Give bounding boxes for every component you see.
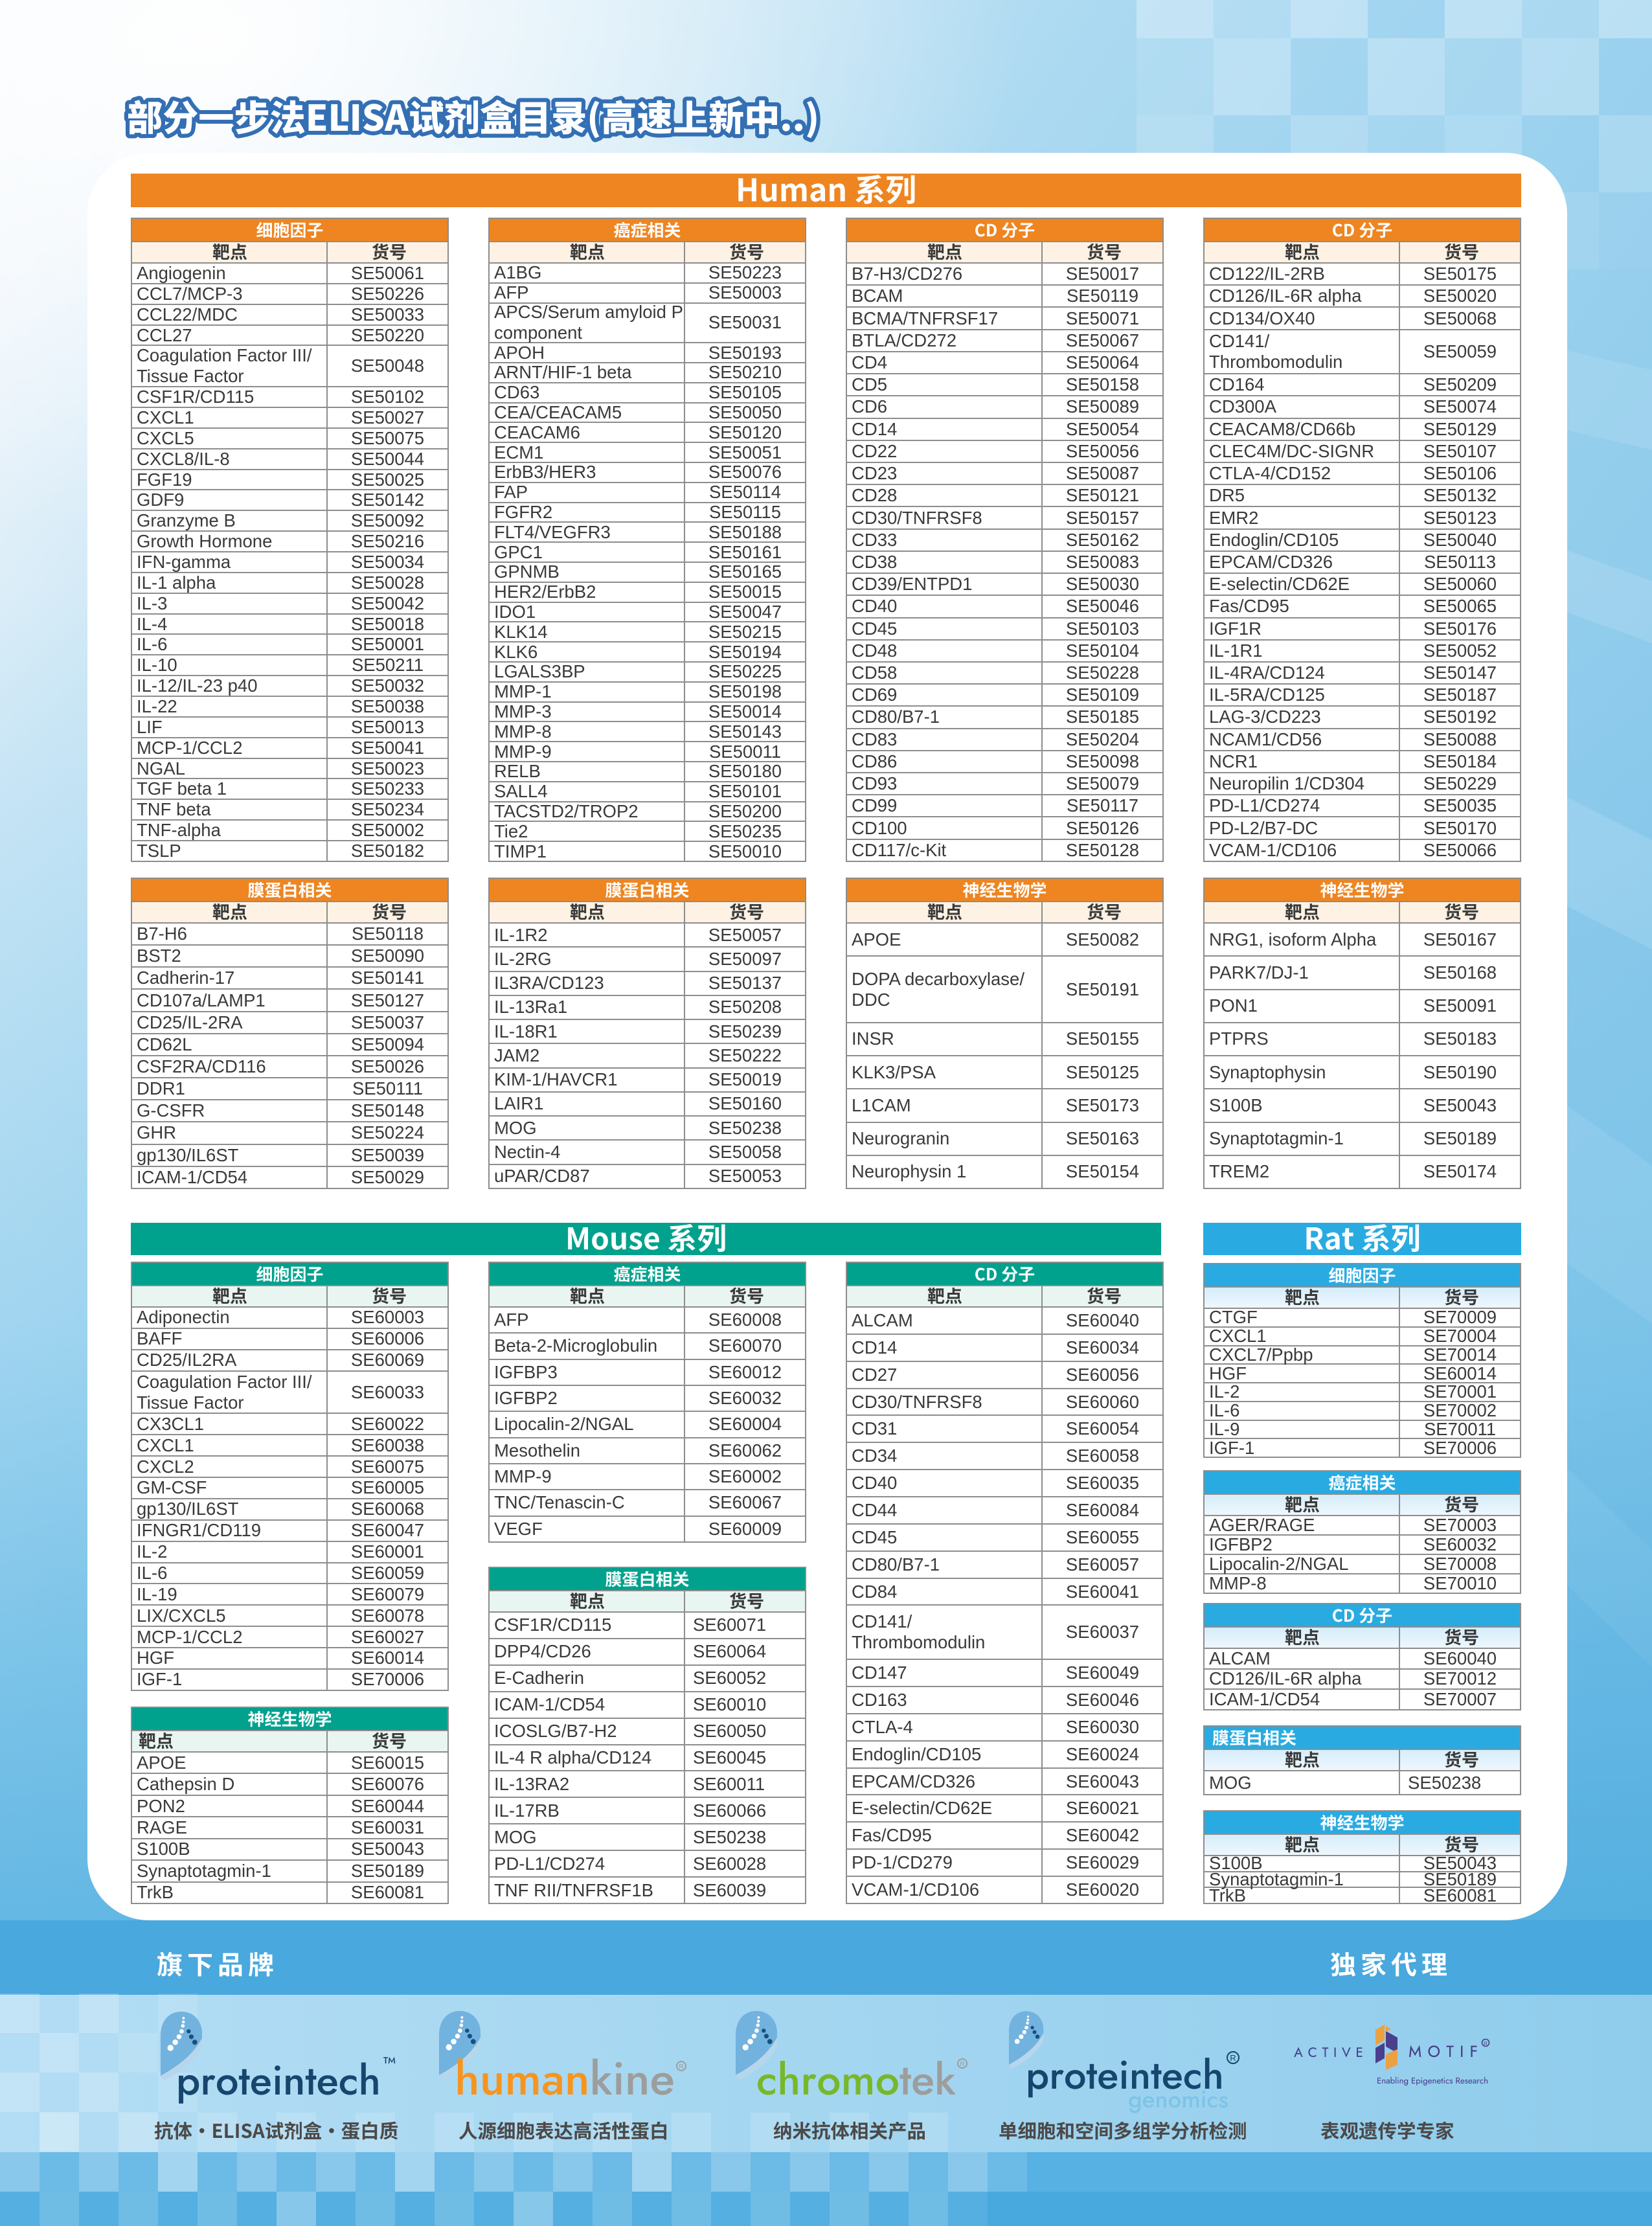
svg-text:R: R (679, 2063, 683, 2071)
svg-text:R: R (1230, 2053, 1236, 2063)
svg-text:R: R (960, 2061, 964, 2068)
svg-text:R: R (1484, 2041, 1488, 2047)
